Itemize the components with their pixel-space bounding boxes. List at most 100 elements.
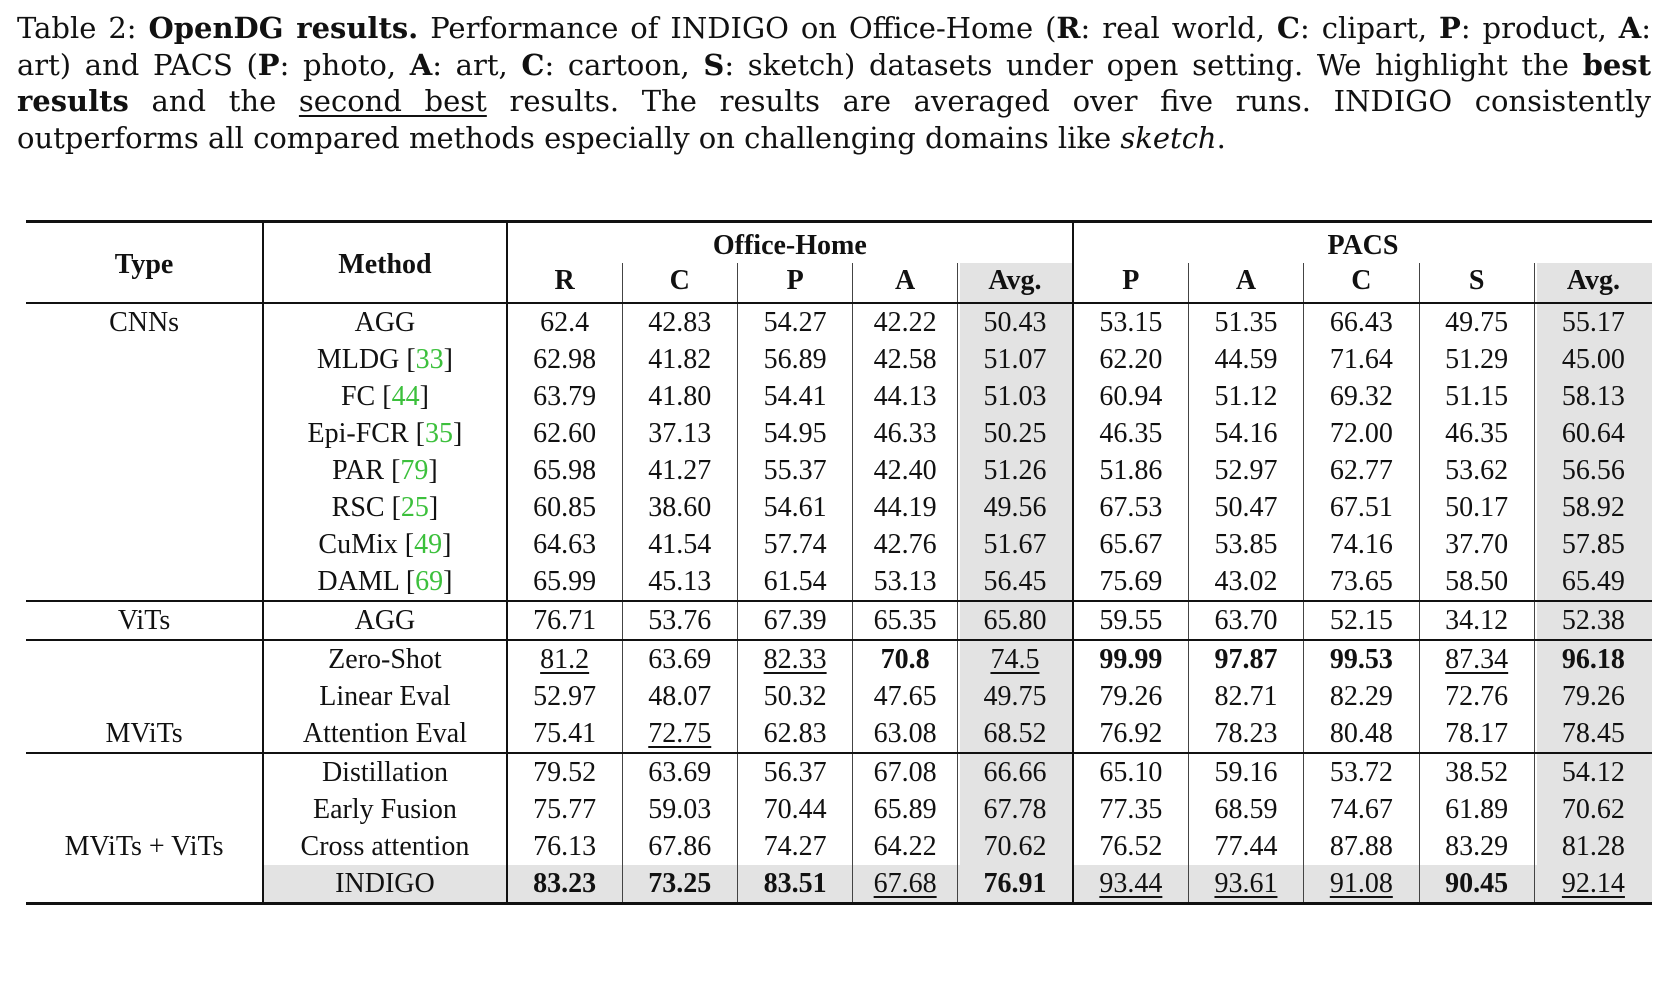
table-row: INDIGO 83.23 73.25 83.51 67.68 76.91 93.44 93.6… xyxy=(26,865,1652,905)
value-cell: 67.86 xyxy=(621,828,738,865)
citation-link[interactable]: 35 xyxy=(425,417,453,449)
method-cell: MLDG [33] xyxy=(262,341,507,378)
value-cell: 41.54 xyxy=(621,526,738,563)
method-cell: AGG xyxy=(262,600,507,640)
value-cell: 92.14 xyxy=(1533,865,1652,905)
value-cell: 76.92 xyxy=(1071,715,1189,753)
value-cell: 62.77 xyxy=(1303,452,1419,489)
citation-link[interactable]: 79 xyxy=(400,454,429,486)
value-cell: 67.78 xyxy=(956,791,1073,828)
value-cell: 73.25 xyxy=(621,865,738,905)
value-cell: 53.72 xyxy=(1303,752,1419,791)
citation-link[interactable]: 33 xyxy=(415,343,444,375)
value-cell: 60.85 xyxy=(505,489,623,526)
method-cell: Distillation xyxy=(262,752,507,791)
value-cell: 76.52 xyxy=(1071,828,1189,865)
value-cell: 52.97 xyxy=(505,678,623,715)
citation-link[interactable]: 69 xyxy=(415,565,444,597)
value-cell: 52.97 xyxy=(1187,452,1304,489)
value-cell: 83.51 xyxy=(736,865,853,905)
value-cell: 64.63 xyxy=(505,526,623,563)
value-cell: 74.67 xyxy=(1303,791,1419,828)
value-cell: 54.12 xyxy=(1533,752,1652,791)
caption-text: results. The results are averaged over f… xyxy=(17,84,1651,155)
caption-second-best: second best xyxy=(298,84,487,118)
value-cell: 53.13 xyxy=(852,563,958,601)
value-cell: 34.12 xyxy=(1418,600,1535,640)
value-cell: 90.45 xyxy=(1418,865,1535,905)
value-cell: 53.15 xyxy=(1071,303,1189,341)
value-cell: 78.23 xyxy=(1187,715,1304,753)
table-row: DAML [69] 65.99 45.13 61.54 53.13 56.45 75.69 4… xyxy=(26,563,1652,601)
value-cell: 82.33 xyxy=(736,639,853,678)
table-row: MViTs Attention Eval 75.41 72.75 62.83 63.08 6… xyxy=(26,715,1652,753)
value-cell: 50.47 xyxy=(1187,489,1304,526)
header-col-1: C xyxy=(621,263,738,304)
value-cell: 41.80 xyxy=(621,378,738,415)
value-cell: 62.4 xyxy=(505,303,623,341)
group-label xyxy=(26,341,263,378)
header-col-8: S xyxy=(1418,263,1535,304)
value-cell: 38.60 xyxy=(621,489,738,526)
value-cell: 51.03 xyxy=(956,378,1073,415)
value-cell: 74.27 xyxy=(736,828,853,865)
citation-link[interactable]: 49 xyxy=(414,528,443,560)
table-caption: Table 2: OpenDG results. Performance of … xyxy=(17,10,1651,156)
method-cell: Linear Eval xyxy=(262,678,507,715)
value-cell: 50.32 xyxy=(736,678,853,715)
value-cell: 73.65 xyxy=(1303,563,1419,601)
value-cell: 51.29 xyxy=(1418,341,1535,378)
value-cell: 82.29 xyxy=(1303,678,1419,715)
value-cell: 99.53 xyxy=(1303,639,1419,678)
caption-key: A xyxy=(1618,11,1642,45)
group-label xyxy=(26,563,263,601)
method-name: DAML xyxy=(317,565,399,597)
value-cell: 55.37 xyxy=(736,452,853,489)
table-row: RSC [25] 60.85 38.60 54.61 44.19 49.56 67.53 50… xyxy=(26,489,1652,526)
caption-text: : real world, xyxy=(1080,11,1277,45)
citation-link[interactable]: 44 xyxy=(391,380,420,412)
value-cell: 77.44 xyxy=(1187,828,1304,865)
value-cell: 82.71 xyxy=(1187,678,1304,715)
value-cell: 51.07 xyxy=(956,341,1073,378)
citation-link[interactable]: 25 xyxy=(400,491,429,523)
value-cell: 79.26 xyxy=(1071,678,1189,715)
value-cell: 59.55 xyxy=(1071,600,1189,640)
value-cell: 49.56 xyxy=(956,489,1073,526)
value-cell: 71.64 xyxy=(1303,341,1419,378)
value-cell: 63.69 xyxy=(621,752,738,791)
method-name: RSC xyxy=(331,491,385,523)
table-row: FC [44] 63.79 41.80 54.41 44.13 51.03 60.94 51.… xyxy=(26,378,1652,415)
value-cell: 96.18 xyxy=(1533,639,1652,678)
method-name: Epi-FCR xyxy=(307,417,409,449)
group-label: MViTs xyxy=(105,717,183,749)
value-cell: 52.15 xyxy=(1303,600,1419,640)
value-cell: 59.03 xyxy=(621,791,738,828)
value-cell: 99.99 xyxy=(1071,639,1189,678)
header-col-3: A xyxy=(852,263,958,304)
value-cell: 64.22 xyxy=(852,828,958,865)
value-cell: 49.75 xyxy=(1418,303,1535,341)
value-cell: 87.88 xyxy=(1303,828,1419,865)
caption-key: C xyxy=(1276,11,1300,45)
caption-key: P xyxy=(257,47,280,82)
method-name: Distillation xyxy=(321,756,448,788)
group-label xyxy=(26,378,263,415)
table-row: ViTs AGG 76.71 53.76 67.39 65.35 65.80 59.55 63.… xyxy=(26,600,1652,640)
value-cell: 75.69 xyxy=(1071,563,1189,601)
header-col-6: A xyxy=(1187,263,1304,304)
value-cell: 61.54 xyxy=(736,563,853,601)
group-label xyxy=(26,865,264,905)
method-cell: FC [44] xyxy=(262,378,507,415)
table-body: CNNs AGG 62.4 42.83 54.27 42.22 50.43 53.15 51.3… xyxy=(26,303,1652,905)
method-name: Linear Eval xyxy=(319,680,451,712)
header-col-4: Avg. xyxy=(956,263,1073,304)
value-cell: 72.00 xyxy=(1303,415,1419,452)
value-cell: 58.92 xyxy=(1533,489,1652,526)
value-cell: 72.75 xyxy=(621,715,738,753)
value-cell: 67.39 xyxy=(736,600,853,640)
table-row: Linear Eval 52.97 48.07 50.32 47.65 49.75 79.2… xyxy=(26,678,1652,715)
value-cell: 68.52 xyxy=(956,715,1073,753)
value-cell: 56.45 xyxy=(956,563,1073,601)
value-cell: 51.26 xyxy=(956,452,1073,489)
